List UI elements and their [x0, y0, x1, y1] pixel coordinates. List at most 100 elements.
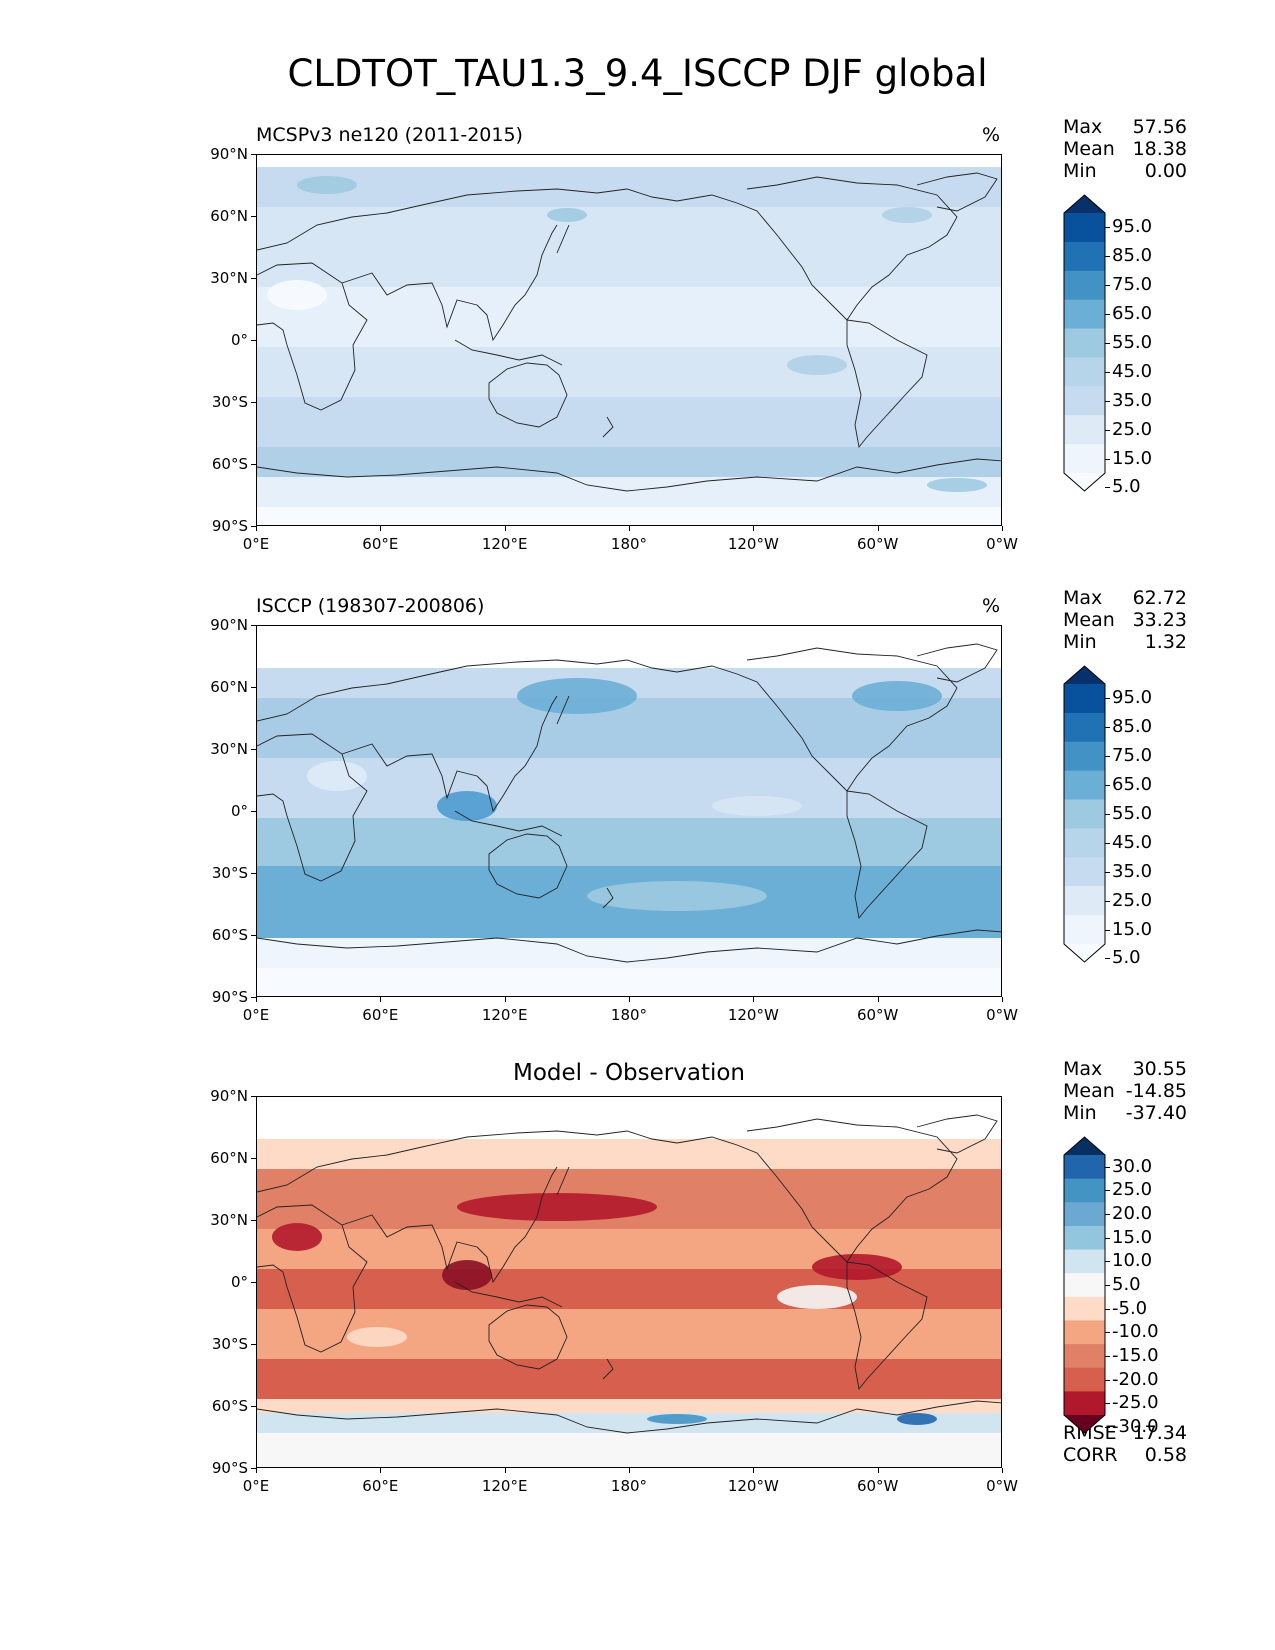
lat-tick-label: 30°N: [210, 740, 248, 758]
lat-tick-label: 60°S: [211, 455, 248, 473]
colorbar-tick-mark: [1105, 727, 1110, 729]
lon-tick-mark: [877, 997, 879, 1002]
colorbar-tick-label: 75.0: [1112, 274, 1153, 296]
stat-row: CORR 0.58: [1063, 1444, 1187, 1466]
lat-tick-mark: [251, 1096, 256, 1097]
lon-tick-label: 0°E: [242, 1477, 270, 1495]
lon-tick-label: 120°W: [727, 1006, 779, 1024]
lat-tick-label: 30°N: [210, 1211, 248, 1229]
lon-tick-label: 120°E: [481, 1477, 528, 1495]
colorbar-tick-label: 10.0: [1112, 1250, 1153, 1272]
lon-tick-mark: [504, 1468, 506, 1473]
lon-tick-mark: [1002, 1468, 1003, 1473]
figure-title: CLDTOT_TAU1.3_9.4_ISCCP DJF global: [287, 52, 988, 95]
colorbar-tick-label: 95.0: [1112, 216, 1153, 238]
colorbar-tick-mark: [1105, 487, 1110, 489]
colorbar-tick-mark: [1105, 958, 1110, 960]
lon-tick-mark: [753, 526, 755, 531]
lat-tick-label: 90°S: [211, 1459, 248, 1477]
lat-tick-mark: [251, 811, 256, 812]
lon-tick-label: 120°E: [481, 535, 528, 553]
stat-label: Mean: [1063, 138, 1115, 160]
stat-label: RMSE: [1063, 1422, 1117, 1444]
colorbar-tick-mark: [1105, 1332, 1110, 1334]
colorbar-tick-label: 55.0: [1112, 332, 1153, 353]
colorbar-tick-mark: [1105, 400, 1110, 402]
colorbar-tick-label: 85.0: [1112, 245, 1153, 267]
lat-tick-mark: [251, 526, 256, 527]
lat-tick-mark: [251, 1158, 256, 1159]
colorbar-tick-mark: [1105, 1214, 1110, 1216]
stat-value: 57.56: [1132, 116, 1187, 138]
lat-tick-label: 30°S: [211, 393, 248, 411]
stat-label: Mean: [1063, 609, 1115, 631]
colorbar-tick-mark: [1105, 900, 1110, 902]
panel-units: %: [982, 124, 1001, 146]
colorbar-tick-label: -30.0: [1112, 1415, 1159, 1437]
colorbar-tick-mark: [1105, 1379, 1110, 1381]
stats-model: Max 57.56 Mean 18.38 Min 0.00: [1063, 116, 1187, 182]
lat-tick-label: 60°N: [210, 1149, 248, 1167]
colorbar-tick-label: -25.0: [1112, 1392, 1159, 1414]
colorbar-tick-label: 25.0: [1112, 418, 1153, 440]
colorbar-tick-mark: [1105, 698, 1110, 700]
lon-tick-mark: [877, 1468, 879, 1473]
stat-value: 33.23: [1132, 609, 1187, 631]
stat-row: Max 62.72: [1063, 587, 1187, 609]
colorbar-tick-label: 65.0: [1112, 303, 1153, 325]
stat-row: Mean 33.23: [1063, 609, 1187, 631]
lon-tick-mark: [1002, 997, 1003, 1002]
colorbar-tick-label: 15.0: [1112, 447, 1153, 469]
colorbar-tick-mark: [1105, 1285, 1110, 1286]
colorbar-obs: [1063, 665, 1106, 963]
lat-tick-mark: [251, 1344, 256, 1345]
colorbar-tick-mark: [1105, 929, 1110, 931]
lat-tick-mark: [251, 340, 256, 341]
lat-tick-label: 90°N: [210, 1087, 248, 1105]
stat-row: Mean 18.38: [1063, 138, 1187, 160]
lon-tick-label: 60°E: [362, 535, 399, 553]
lat-tick-mark: [251, 687, 256, 688]
lat-tick-mark: [251, 625, 256, 626]
colorbar-tick-label: 15.0: [1112, 1226, 1153, 1248]
stat-row: Min -37.40: [1063, 1102, 1187, 1124]
colorbar-diff: [1063, 1136, 1106, 1434]
stat-row: Min 1.32: [1063, 631, 1187, 653]
lon-tick-mark: [380, 1468, 382, 1473]
colorbar-model: [1063, 194, 1106, 492]
lat-tick-mark: [251, 749, 256, 750]
lon-tick-mark: [1002, 526, 1003, 531]
lon-tick-label: 0°E: [242, 1006, 270, 1024]
lon-tick-label: 0°W: [986, 1006, 1018, 1024]
stat-value: -14.85: [1125, 1080, 1187, 1102]
lon-tick-label: 180°: [610, 1477, 648, 1495]
colorbar-tick-label: 15.0: [1112, 918, 1153, 940]
map-model: [256, 154, 1002, 526]
lon-tick-label: 60°W: [856, 1006, 899, 1024]
colorbar-tick-mark: [1105, 285, 1110, 287]
stat-value: 0.58: [1144, 1444, 1187, 1466]
colorbar-tick-mark: [1105, 785, 1110, 787]
colorbar-tick-mark: [1105, 1261, 1110, 1263]
colorbar-tick-label: 55.0: [1112, 803, 1153, 824]
stat-value: 1.32: [1144, 631, 1187, 653]
colorbar-tick-mark: [1105, 371, 1110, 373]
panel-title-left: MCSPv3 ne120 (2011-2015): [256, 124, 523, 146]
colorbar-tick-mark: [1105, 1237, 1110, 1239]
colorbar-tick-label: 5.0: [1112, 947, 1141, 969]
map-obs: [256, 625, 1002, 997]
lat-tick-label: 90°S: [211, 517, 248, 535]
stats-rmse-corr: RMSE 17.34 CORR 0.58: [1063, 1422, 1187, 1466]
lat-tick-label: 60°N: [210, 207, 248, 225]
lon-tick-mark: [380, 526, 382, 531]
lat-tick-mark: [251, 278, 256, 279]
coastlines: [257, 172, 1001, 492]
colorbar-tick-label: 30.0: [1112, 1155, 1153, 1177]
lat-tick-label: 90°N: [210, 145, 248, 163]
colorbar-tick-mark: [1105, 814, 1110, 815]
colorbar-tick-mark: [1105, 756, 1110, 758]
lat-tick-mark: [251, 464, 256, 465]
lat-tick-mark: [251, 402, 256, 403]
lon-tick-label: 60°E: [362, 1006, 399, 1024]
colorbar-tick-label: 45.0: [1112, 360, 1153, 382]
